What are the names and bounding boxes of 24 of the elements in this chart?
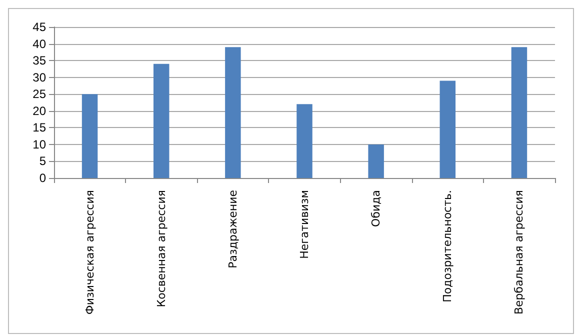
x-tick-label: Подозрительность. bbox=[441, 190, 454, 302]
y-tick-label: 0 bbox=[39, 171, 46, 185]
bar bbox=[82, 94, 98, 178]
y-tick-label: 45 bbox=[32, 20, 46, 34]
bar bbox=[368, 144, 384, 178]
y-tick-label: 35 bbox=[32, 54, 46, 68]
bar bbox=[511, 47, 528, 178]
y-tick-label: 20 bbox=[32, 104, 46, 118]
y-tick-label: 10 bbox=[32, 137, 46, 152]
bar bbox=[153, 64, 170, 178]
y-tick-label: 15 bbox=[32, 120, 46, 135]
bar bbox=[440, 80, 456, 178]
x-tick-label: Физическая агрессия bbox=[83, 190, 96, 315]
x-tick-label: Негативизм bbox=[298, 190, 311, 259]
bar bbox=[296, 104, 312, 178]
y-tick-label: 25 bbox=[32, 87, 46, 102]
y-tick-label: 5 bbox=[39, 154, 46, 168]
y-tick-label: 30 bbox=[32, 70, 46, 84]
x-tick-label: Раздражение bbox=[226, 190, 240, 268]
x-tick-label: Вербальная агрессия bbox=[512, 190, 526, 315]
x-tick-label: Обида bbox=[370, 190, 383, 227]
x-tick-label: Косвенная агрессия bbox=[154, 190, 168, 308]
y-tick-label: 40 bbox=[32, 36, 46, 51]
bar bbox=[225, 47, 241, 178]
